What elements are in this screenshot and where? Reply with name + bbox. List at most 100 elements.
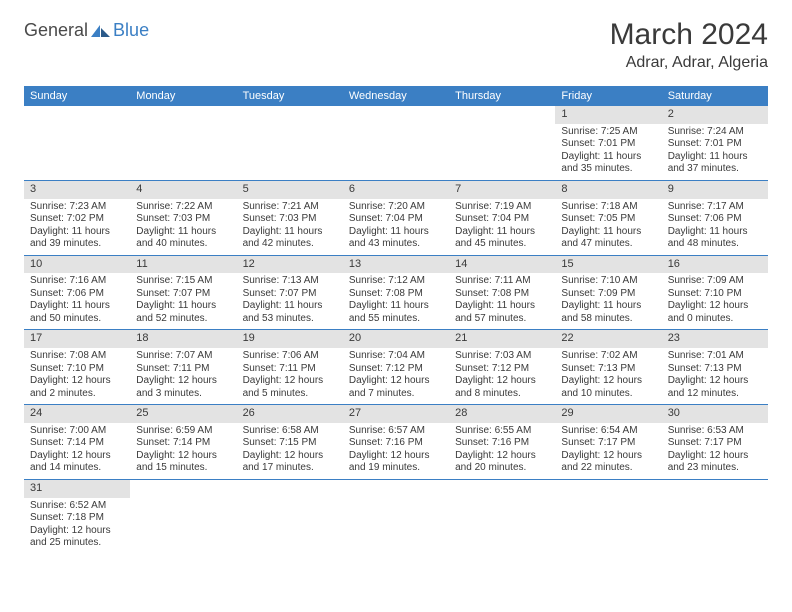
sunrise-text: Sunrise: 7:01 AM [668,350,762,363]
day-header: Thursday [449,86,555,106]
day-content: Sunrise: 7:20 AMSunset: 7:04 PMDaylight:… [343,199,449,255]
logo-text-1: General [24,20,88,41]
calendar-table: Sunday Monday Tuesday Wednesday Thursday… [24,86,768,554]
day-header: Saturday [662,86,768,106]
day-header-row: Sunday Monday Tuesday Wednesday Thursday… [24,86,768,106]
day-content: Sunrise: 7:18 AMSunset: 7:05 PMDaylight:… [555,199,661,255]
sail-icon [90,24,112,38]
sunrise-text: Sunrise: 7:22 AM [136,201,230,214]
daylight-text: Daylight: 11 hours [30,226,124,239]
daylight-text-2: and 19 minutes. [349,462,443,475]
sunrise-text: Sunrise: 6:53 AM [668,425,762,438]
day-header: Monday [130,86,236,106]
calendar-cell: 6Sunrise: 7:20 AMSunset: 7:04 PMDaylight… [343,180,449,255]
day-content: Sunrise: 7:24 AMSunset: 7:01 PMDaylight:… [662,124,768,180]
day-number: 30 [662,405,768,423]
daylight-text: Daylight: 12 hours [349,450,443,463]
sunrise-text: Sunrise: 7:19 AM [455,201,549,214]
day-number: 7 [449,181,555,199]
daylight-text: Daylight: 11 hours [668,226,762,239]
day-content: Sunrise: 7:10 AMSunset: 7:09 PMDaylight:… [555,273,661,329]
sunrise-text: Sunrise: 6:54 AM [561,425,655,438]
sunrise-text: Sunrise: 7:13 AM [243,275,337,288]
month-title: March 2024 [610,18,768,52]
day-number: 29 [555,405,661,423]
calendar-cell: 8Sunrise: 7:18 AMSunset: 7:05 PMDaylight… [555,180,661,255]
daylight-text-2: and 12 minutes. [668,388,762,401]
sunset-text: Sunset: 7:17 PM [668,437,762,450]
calendar-cell [662,479,768,553]
sunrise-text: Sunrise: 7:09 AM [668,275,762,288]
daylight-text: Daylight: 12 hours [668,375,762,388]
day-number: 20 [343,330,449,348]
day-number: 28 [449,405,555,423]
day-number: 15 [555,256,661,274]
sunrise-text: Sunrise: 6:58 AM [243,425,337,438]
calendar-cell: 20Sunrise: 7:04 AMSunset: 7:12 PMDayligh… [343,330,449,405]
calendar-cell [130,479,236,553]
logo: General Blue [24,20,149,41]
sunrise-text: Sunrise: 7:08 AM [30,350,124,363]
day-content: Sunrise: 7:19 AMSunset: 7:04 PMDaylight:… [449,199,555,255]
day-number: 8 [555,181,661,199]
calendar-cell: 12Sunrise: 7:13 AMSunset: 7:07 PMDayligh… [237,255,343,330]
calendar-row: 24Sunrise: 7:00 AMSunset: 7:14 PMDayligh… [24,405,768,480]
sunset-text: Sunset: 7:12 PM [455,363,549,376]
sunrise-text: Sunrise: 6:59 AM [136,425,230,438]
sunrise-text: Sunrise: 7:24 AM [668,126,762,139]
daylight-text-2: and 17 minutes. [243,462,337,475]
sunrise-text: Sunrise: 7:11 AM [455,275,549,288]
day-content: Sunrise: 7:08 AMSunset: 7:10 PMDaylight:… [24,348,130,404]
sunrise-text: Sunrise: 6:57 AM [349,425,443,438]
sunset-text: Sunset: 7:01 PM [668,138,762,151]
calendar-cell: 9Sunrise: 7:17 AMSunset: 7:06 PMDaylight… [662,180,768,255]
calendar-cell: 11Sunrise: 7:15 AMSunset: 7:07 PMDayligh… [130,255,236,330]
day-number: 3 [24,181,130,199]
day-content: Sunrise: 7:16 AMSunset: 7:06 PMDaylight:… [24,273,130,329]
day-number: 23 [662,330,768,348]
day-number: 13 [343,256,449,274]
calendar-cell [343,106,449,180]
calendar-cell: 10Sunrise: 7:16 AMSunset: 7:06 PMDayligh… [24,255,130,330]
sunset-text: Sunset: 7:04 PM [349,213,443,226]
sunrise-text: Sunrise: 6:52 AM [30,500,124,513]
sunrise-text: Sunrise: 7:17 AM [668,201,762,214]
daylight-text-2: and 52 minutes. [136,313,230,326]
sunset-text: Sunset: 7:07 PM [243,288,337,301]
day-number: 22 [555,330,661,348]
day-content: Sunrise: 6:52 AMSunset: 7:18 PMDaylight:… [24,498,130,554]
day-content: Sunrise: 7:11 AMSunset: 7:08 PMDaylight:… [449,273,555,329]
sunset-text: Sunset: 7:13 PM [561,363,655,376]
sunset-text: Sunset: 7:14 PM [136,437,230,450]
sunrise-text: Sunrise: 7:15 AM [136,275,230,288]
day-number: 5 [237,181,343,199]
daylight-text-2: and 8 minutes. [455,388,549,401]
daylight-text: Daylight: 12 hours [455,450,549,463]
daylight-text-2: and 10 minutes. [561,388,655,401]
day-content: Sunrise: 7:07 AMSunset: 7:11 PMDaylight:… [130,348,236,404]
day-content: Sunrise: 7:21 AMSunset: 7:03 PMDaylight:… [237,199,343,255]
calendar-cell [555,479,661,553]
calendar-cell: 28Sunrise: 6:55 AMSunset: 7:16 PMDayligh… [449,405,555,480]
day-content: Sunrise: 7:25 AMSunset: 7:01 PMDaylight:… [555,124,661,180]
day-content: Sunrise: 6:57 AMSunset: 7:16 PMDaylight:… [343,423,449,479]
day-content: Sunrise: 7:15 AMSunset: 7:07 PMDaylight:… [130,273,236,329]
calendar-cell: 22Sunrise: 7:02 AMSunset: 7:13 PMDayligh… [555,330,661,405]
sunset-text: Sunset: 7:08 PM [455,288,549,301]
day-number: 25 [130,405,236,423]
daylight-text: Daylight: 11 hours [136,300,230,313]
daylight-text-2: and 2 minutes. [30,388,124,401]
daylight-text-2: and 45 minutes. [455,238,549,251]
day-header: Sunday [24,86,130,106]
calendar-cell: 27Sunrise: 6:57 AMSunset: 7:16 PMDayligh… [343,405,449,480]
daylight-text-2: and 40 minutes. [136,238,230,251]
sunrise-text: Sunrise: 7:18 AM [561,201,655,214]
daylight-text-2: and 57 minutes. [455,313,549,326]
sunset-text: Sunset: 7:07 PM [136,288,230,301]
sunrise-text: Sunrise: 7:25 AM [561,126,655,139]
day-content: Sunrise: 6:58 AMSunset: 7:15 PMDaylight:… [237,423,343,479]
day-content: Sunrise: 7:04 AMSunset: 7:12 PMDaylight:… [343,348,449,404]
daylight-text: Daylight: 11 hours [561,226,655,239]
calendar-cell: 18Sunrise: 7:07 AMSunset: 7:11 PMDayligh… [130,330,236,405]
calendar-cell: 3Sunrise: 7:23 AMSunset: 7:02 PMDaylight… [24,180,130,255]
